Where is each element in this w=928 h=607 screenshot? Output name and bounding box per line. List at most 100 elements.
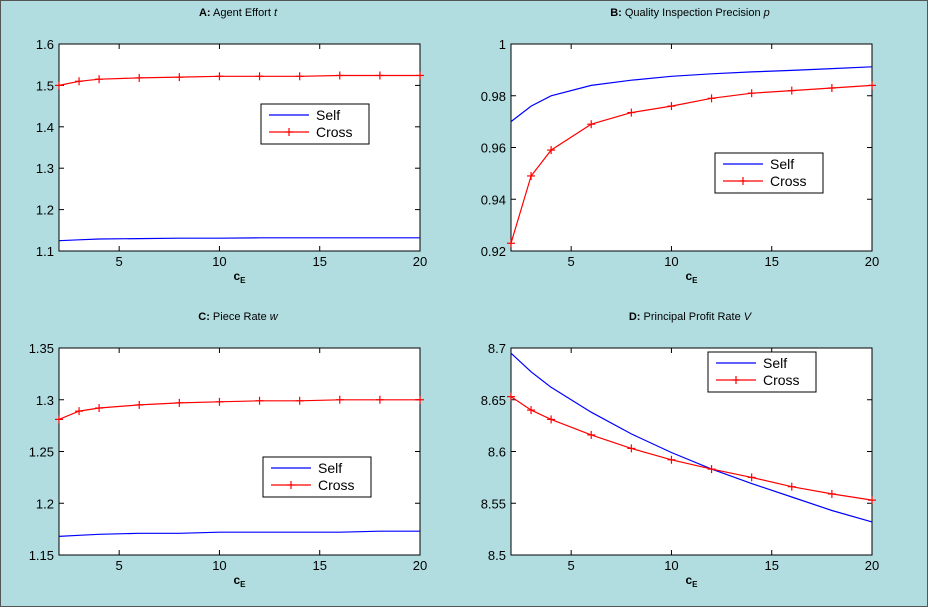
data-point-cross (707, 94, 716, 103)
data-point-cross (215, 72, 224, 81)
panel-title: D: Principal Profit Rate V (463, 311, 917, 323)
y-tick-label: 0.94 (481, 192, 506, 207)
data-point-cross (527, 406, 536, 415)
data-point-cross (215, 397, 224, 406)
data-point-cross (416, 395, 424, 404)
data-point-cross (95, 404, 104, 413)
y-tick-label: 0.96 (481, 141, 506, 156)
y-tick-label: 1 (499, 37, 506, 52)
legend-label: Self (763, 355, 787, 371)
data-point-cross (667, 102, 676, 111)
title-prefix: D: (628, 311, 641, 323)
data-point-cross (135, 73, 144, 82)
y-tick-label: 1.25 (29, 445, 54, 460)
data-point-cross (375, 395, 384, 404)
data-point-cross (707, 465, 716, 474)
title-var: w (269, 311, 278, 323)
y-tick-label: 1.15 (29, 548, 54, 563)
legend-box (707, 351, 817, 393)
data-point-cross (95, 75, 104, 84)
title-var: t (273, 7, 278, 19)
data-point-cross (295, 396, 304, 405)
data-point-cross (787, 482, 796, 491)
data-point-cross (335, 71, 344, 80)
legend-label: Self (318, 460, 342, 476)
data-point-cross (175, 398, 184, 407)
y-tick-label: 1.3 (36, 393, 54, 408)
legend-box (714, 152, 824, 194)
y-tick-label: 1.6 (36, 37, 54, 52)
legend-label: Cross (318, 477, 355, 493)
data-point-cross (547, 146, 556, 155)
y-tick-label: 1.2 (36, 496, 54, 511)
data-point-cross (55, 415, 63, 424)
plot-area (510, 347, 873, 556)
x-tick-label: 5 (568, 558, 575, 573)
x-tick-label: 5 (116, 558, 123, 573)
legend-box (262, 456, 372, 498)
title-text: Agent Effort (213, 7, 271, 19)
y-tick-label: 8.6 (488, 445, 506, 460)
data-point-cross (547, 415, 556, 424)
y-tick-label: 1.4 (36, 120, 54, 135)
x-tick-label: 15 (764, 558, 778, 573)
title-var: p (763, 7, 770, 19)
x-axis-label: cE (233, 269, 246, 285)
data-point-cross (75, 407, 84, 416)
title-text: Piece Rate (212, 311, 267, 323)
legend-label: Self (770, 156, 794, 172)
data-point-cross (747, 89, 756, 98)
data-point-cross (75, 77, 84, 86)
y-tick-label: 8.7 (488, 341, 506, 356)
x-tick-label: 5 (568, 254, 575, 269)
panel-c: C: Piece Rate w 1.15 1.2 1.25 1.3 1.35 5 10 15 2… (11, 305, 465, 593)
series-line-self (58, 530, 420, 537)
data-point-cross (175, 73, 184, 82)
panel-b: B: Quality Inspection Precision p 0.92 0.… (463, 1, 917, 289)
data-point-cross (627, 444, 636, 453)
title-text: Quality Inspection Precision (624, 7, 761, 19)
series-line-self (510, 352, 873, 523)
y-tick-label: 8.5 (488, 548, 506, 563)
y-tick-label: 1.2 (36, 203, 54, 218)
series-line-self (58, 237, 420, 242)
y-tick-label: 0.98 (481, 89, 506, 104)
data-point-cross (827, 489, 836, 498)
x-axis-label: cE (685, 573, 698, 589)
data-point-cross (55, 81, 63, 90)
data-point-cross (868, 81, 876, 90)
y-tick-label: 1.1 (36, 244, 54, 259)
series-line-self (510, 66, 873, 123)
data-point-cross (667, 455, 676, 464)
data-point-cross (587, 430, 596, 439)
y-tick-label: 8.55 (481, 496, 506, 511)
legend-label: Cross (770, 173, 807, 189)
legend-label: Cross (763, 372, 800, 388)
panel-title: B: Quality Inspection Precision p (463, 7, 917, 19)
y-tick-label: 8.65 (481, 393, 506, 408)
data-point-cross (416, 71, 424, 80)
y-tick-label: 1.35 (29, 341, 54, 356)
legend-label: Self (316, 107, 340, 123)
plot-area (58, 347, 421, 556)
data-point-cross (375, 71, 384, 80)
data-point-cross (627, 108, 636, 117)
title-prefix: C: (198, 311, 210, 323)
title-prefix: B: (610, 7, 622, 19)
legend-box (260, 103, 370, 145)
title-text: Principal Profit Rate (643, 311, 741, 323)
title-prefix: A: (198, 7, 211, 19)
x-tick-label: 20 (413, 558, 427, 573)
data-point-cross (507, 392, 515, 401)
title-var: V (743, 311, 752, 323)
data-point-cross (587, 120, 596, 129)
x-tick-label: 20 (413, 254, 427, 269)
data-point-cross (827, 83, 836, 92)
